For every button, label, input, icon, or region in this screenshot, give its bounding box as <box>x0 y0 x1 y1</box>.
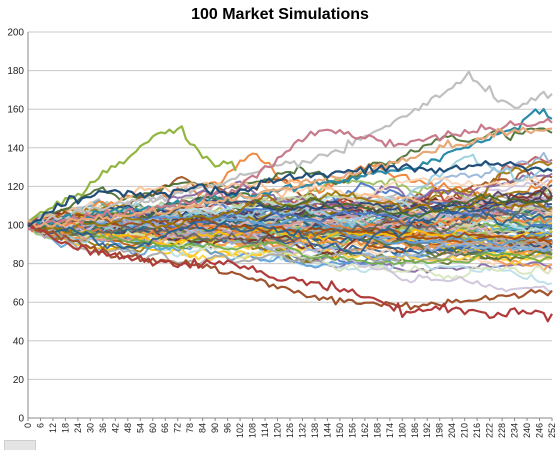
x-tick-label: 168 <box>372 423 382 438</box>
x-tick-label: 234 <box>510 423 520 438</box>
x-tick-label: 132 <box>297 423 307 438</box>
x-tick-label: 240 <box>522 423 532 438</box>
simulation-line <box>27 125 237 223</box>
simulation-line <box>27 211 553 246</box>
x-tick-label: 228 <box>497 423 507 438</box>
x-tick-label: 102 <box>235 423 245 438</box>
x-tick-label: 198 <box>435 423 445 438</box>
simulation-line <box>27 70 553 229</box>
x-tick-label: 24 <box>73 423 83 433</box>
x-tick-label: 90 <box>210 423 220 433</box>
chart-title: 100 Market Simulations <box>191 6 369 23</box>
simulation-line <box>27 224 553 311</box>
x-tick-label: 222 <box>485 423 495 438</box>
y-tick-label: 0 <box>18 414 24 425</box>
x-tick-label: 162 <box>360 423 370 438</box>
simulation-line <box>27 176 553 230</box>
x-tick-label: 252 <box>547 423 557 438</box>
simulation-line <box>27 206 553 255</box>
x-tick-label: 186 <box>410 423 420 438</box>
simulation-line <box>27 214 553 247</box>
x-tick-label: 48 <box>123 423 133 433</box>
x-tick-label: 144 <box>322 423 332 438</box>
x-tick-label: 180 <box>397 423 407 438</box>
x-tick-label: 66 <box>160 423 170 433</box>
x-tick-label: 0 <box>23 423 33 428</box>
x-tick-label: 150 <box>335 423 345 438</box>
y-tick-label: 20 <box>13 375 25 386</box>
x-tick-label: 12 <box>48 423 58 433</box>
x-tick-label: 18 <box>60 423 70 433</box>
x-tick-label: 114 <box>260 423 270 437</box>
x-tick-label: 246 <box>535 423 545 438</box>
x-tick-label: 174 <box>385 423 395 438</box>
x-tick-label: 126 <box>285 423 295 438</box>
x-tick-label: 30 <box>85 423 95 433</box>
series-lines <box>27 70 553 323</box>
y-tick-label: 60 <box>13 298 25 309</box>
y-tick-label: 200 <box>7 28 24 39</box>
y-tick-label: 140 <box>7 143 24 154</box>
x-tick-label: 36 <box>98 423 108 433</box>
simulation-line <box>27 126 553 228</box>
x-tick-label: 96 <box>223 423 233 433</box>
y-tick-label: 40 <box>13 336 25 347</box>
y-tick-label: 180 <box>7 66 24 77</box>
simulation-line <box>27 160 553 228</box>
x-tick-label: 42 <box>110 423 120 433</box>
x-tick-label: 84 <box>198 423 208 433</box>
x-tick-label: 156 <box>347 423 357 438</box>
x-tick-label: 192 <box>422 423 432 438</box>
simulation-line <box>27 222 553 323</box>
x-tick-label: 138 <box>310 423 320 438</box>
x-tick-label: 6 <box>35 423 45 428</box>
simulation-line <box>27 107 553 228</box>
simulation-line <box>27 198 553 245</box>
y-tick-label: 80 <box>13 259 25 270</box>
simulation-line <box>27 127 553 226</box>
simulation-line <box>27 178 553 230</box>
sheet-tab[interactable] <box>4 440 36 450</box>
y-axis-labels: 0 20 40 60 80 100 120 140 160 180 200 <box>7 28 24 425</box>
x-tick-label: 78 <box>185 423 195 433</box>
x-tick-label: 120 <box>273 423 283 438</box>
x-tick-label: 54 <box>135 423 145 433</box>
x-tick-label: 60 <box>148 423 158 433</box>
x-tick-label: 204 <box>447 423 457 438</box>
x-tick-label: 216 <box>472 423 482 438</box>
x-tick-label: 72 <box>173 423 183 433</box>
simulation-line <box>27 224 553 267</box>
x-tick-label: 108 <box>248 423 258 438</box>
x-tick-label: 210 <box>460 423 470 438</box>
y-tick-label: 120 <box>7 182 24 193</box>
simulation-line <box>27 224 553 266</box>
y-tick-label: 160 <box>7 105 24 116</box>
y-tick-label: 100 <box>7 221 24 232</box>
x-axis: 0 6 12 18 24 30 36 42 48 54 60 66 72 78 84 90 96 102 108 11… <box>23 418 557 438</box>
